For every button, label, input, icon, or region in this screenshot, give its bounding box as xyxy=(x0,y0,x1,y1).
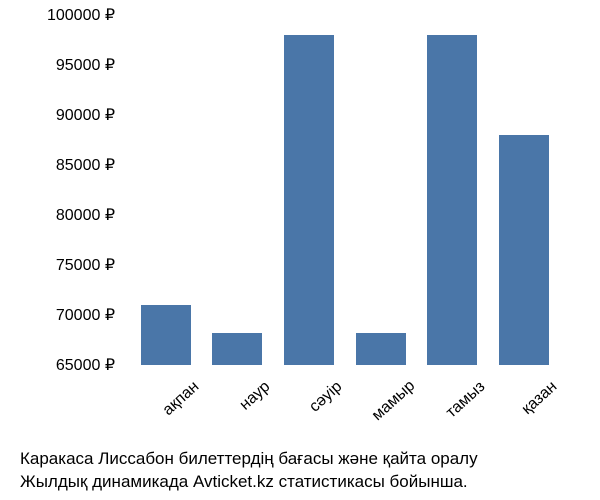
bars-group xyxy=(120,15,570,365)
price-chart: 65000 ₽70000 ₽75000 ₽80000 ₽85000 ₽90000… xyxy=(120,15,570,365)
bar xyxy=(284,35,334,365)
bar xyxy=(499,135,549,365)
y-tick-label: 85000 ₽ xyxy=(56,155,115,175)
plot-area: 65000 ₽70000 ₽75000 ₽80000 ₽85000 ₽90000… xyxy=(120,15,570,365)
x-axis: ақпаннаурсәуірмамыртамызқазан xyxy=(120,370,570,450)
y-tick-label: 90000 ₽ xyxy=(56,105,115,125)
bar xyxy=(356,333,406,365)
caption-line-1: Каракаса Лиссабон билеттердің бағасы жән… xyxy=(20,448,580,471)
bar xyxy=(141,305,191,365)
chart-caption: Каракаса Лиссабон билеттердің бағасы жән… xyxy=(20,448,580,494)
bar xyxy=(212,333,262,365)
y-axis: 65000 ₽70000 ₽75000 ₽80000 ₽85000 ₽90000… xyxy=(35,15,115,365)
caption-line-2: Жылдық динамикада Avticket.kz статистика… xyxy=(20,471,580,494)
y-tick-label: 95000 ₽ xyxy=(56,55,115,75)
bar xyxy=(427,35,477,365)
y-tick-label: 80000 ₽ xyxy=(56,205,115,225)
y-tick-label: 100000 ₽ xyxy=(47,5,115,25)
y-tick-label: 75000 ₽ xyxy=(56,255,115,275)
y-tick-label: 70000 ₽ xyxy=(56,305,115,325)
y-tick-label: 65000 ₽ xyxy=(56,355,115,375)
